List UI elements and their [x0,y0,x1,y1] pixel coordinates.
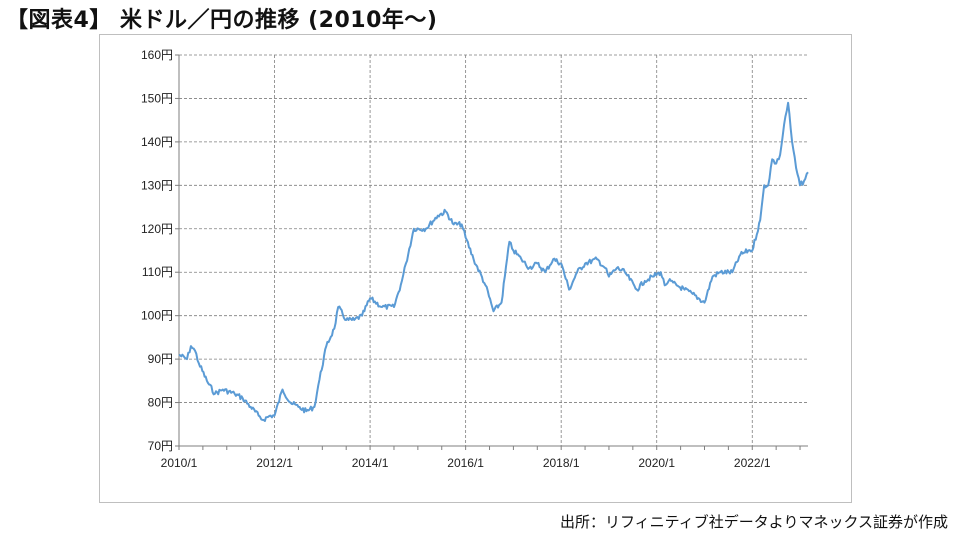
y-tick-label: 150円 [141,91,173,105]
x-tick-label: 2010/1 [161,456,198,470]
y-tick-label: 160円 [141,48,173,62]
x-tick-label: 2022/1 [734,456,771,470]
x-tick-label: 2020/1 [638,456,675,470]
source-note: 出所：リフィニティブ社データよりマネックス証券が作成 [559,513,948,531]
x-tick-label: 2014/1 [352,456,389,470]
y-tick-label: 90円 [148,352,173,366]
x-tick-label: 2018/1 [543,456,580,470]
x-tick-label: 2012/1 [256,456,293,470]
y-tick-label: 80円 [148,396,173,410]
y-tick-label: 120円 [141,222,173,236]
axes [175,54,808,450]
page-title: 【図表4】 米ドル／円の推移 (2010年〜) [6,8,438,33]
series [178,101,809,422]
usd-jpy-line [178,101,809,422]
x-tick-label: 2016/1 [447,456,484,470]
y-tick-label: 130円 [141,178,173,192]
y-tick-label: 100円 [141,309,173,323]
grid [179,54,808,446]
y-tick-label: 110円 [142,265,173,279]
chart-area [99,34,852,503]
tick-labels: 70円 80円 90円 100円 110円 120円 130円 140円 150円 160円 201… [141,48,771,470]
y-tick-label: 70円 [148,439,173,453]
y-tick-label: 140円 [141,135,173,149]
